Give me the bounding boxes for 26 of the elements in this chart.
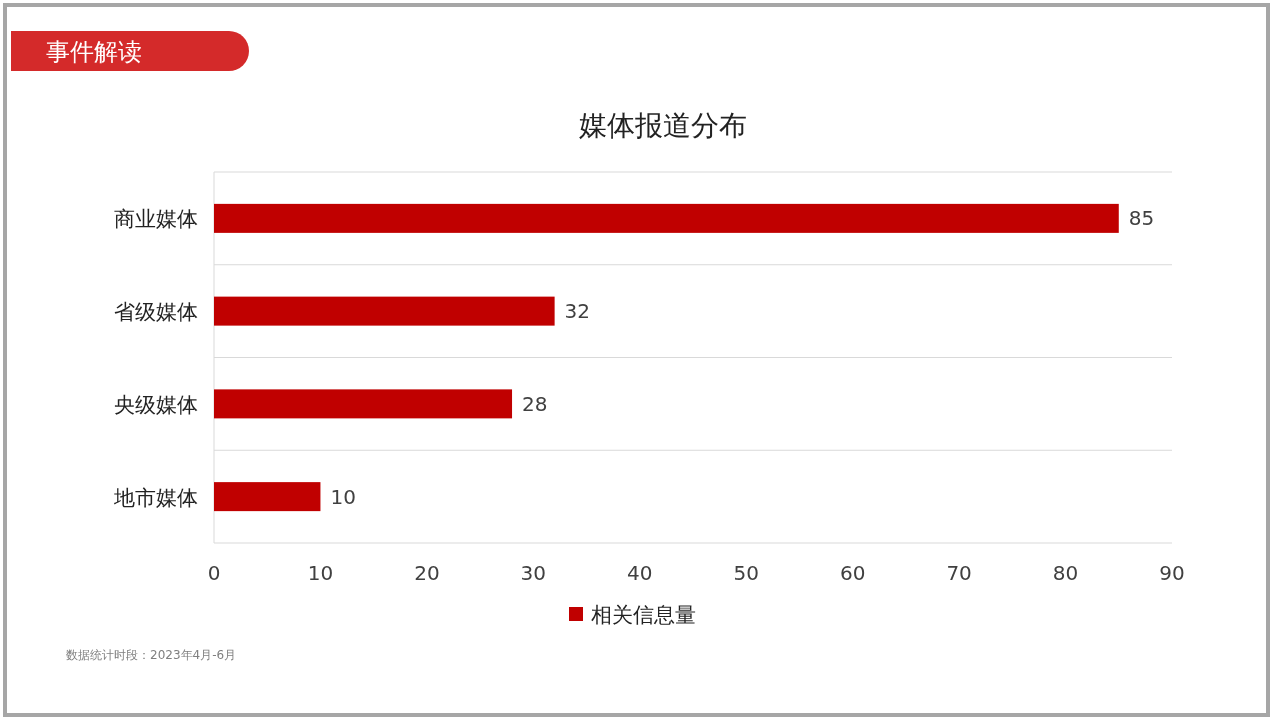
x-tick-label: 70 [946, 561, 972, 585]
y-tick-label: 地市媒体 [113, 485, 198, 510]
x-tick-label: 0 [207, 561, 221, 585]
bar [214, 482, 321, 512]
x-tick-label: 50 [733, 561, 759, 585]
y-tick-label: 央级媒体 [114, 392, 198, 417]
legend-label: 相关信息量 [591, 603, 696, 627]
x-tick-label: 40 [627, 561, 653, 585]
text: 事件解读 [46, 38, 142, 66]
data-label: 85 [1128, 206, 1155, 231]
x-tick-label: 90 [1159, 561, 1185, 585]
x-tick-label: 10 [307, 561, 334, 585]
y-tick-label: 省级媒体 [114, 300, 198, 325]
bar [214, 389, 513, 419]
y-tick-label: 商业媒体 [114, 207, 198, 232]
data-label: 32 [564, 299, 591, 324]
x-tick-label: 60 [839, 561, 866, 585]
x-tick-label: 30 [520, 561, 547, 585]
chart-title: 媒体报道分布 [579, 109, 747, 142]
x-tick-label: 20 [414, 561, 440, 585]
bar [214, 203, 1119, 233]
x-tick-label: 80 [1052, 561, 1079, 585]
text: 数据统计时段：2023年4月-6月 [66, 648, 237, 662]
data-label: 10 [330, 484, 356, 509]
bar [214, 296, 555, 326]
data-label: 28 [522, 391, 548, 416]
